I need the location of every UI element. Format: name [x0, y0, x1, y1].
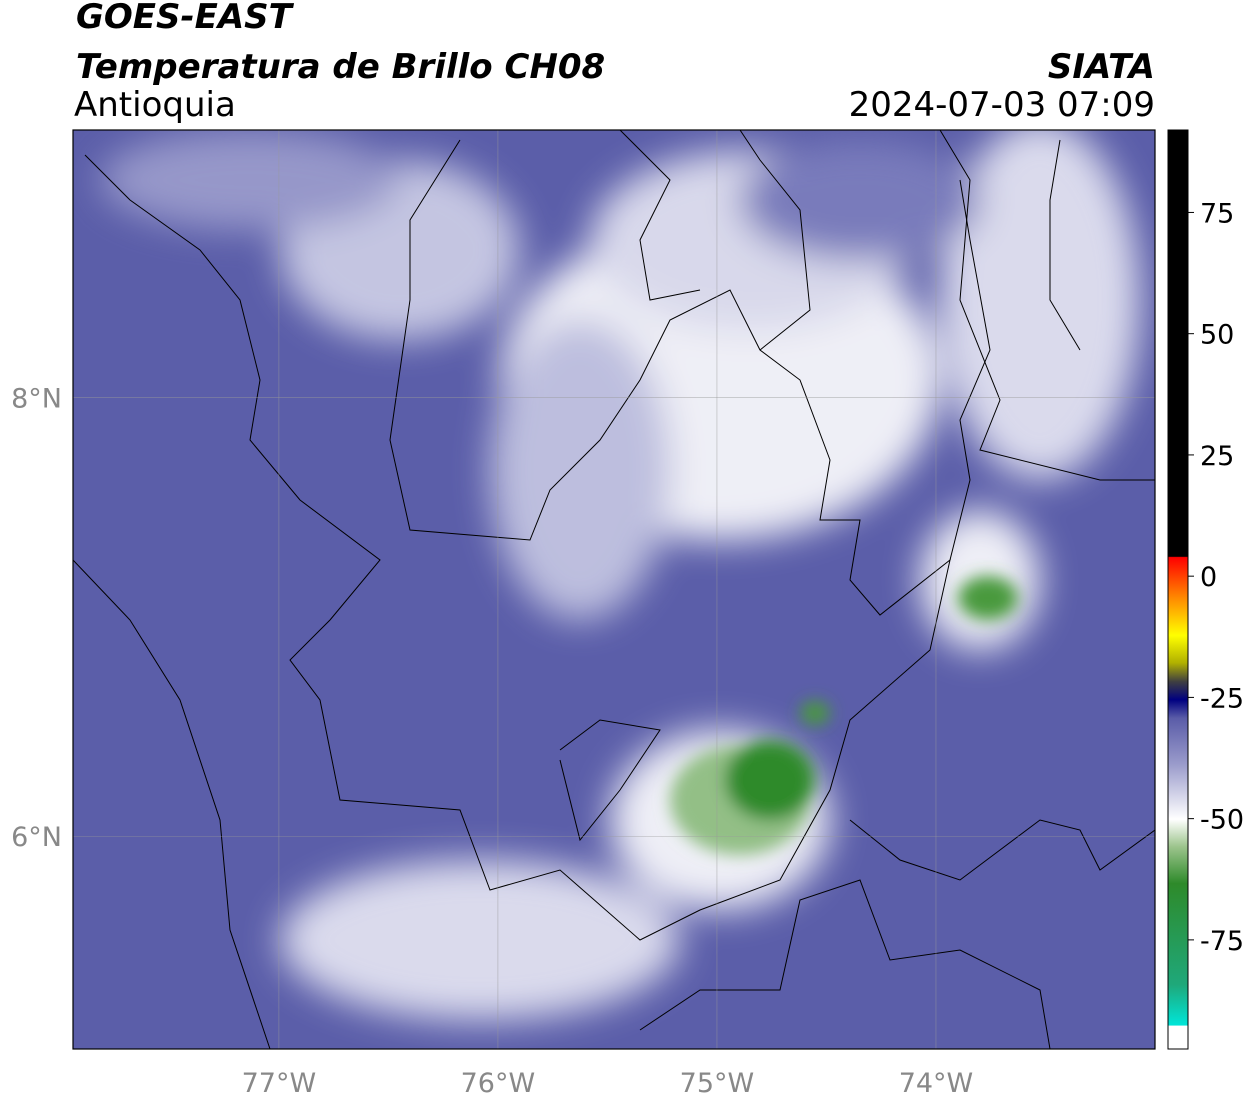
colorbar-tick-label: 0 — [1200, 562, 1217, 593]
lon-tick-label: 76°W — [461, 1068, 536, 1099]
datetime: 2024-07-03 07:09 — [849, 85, 1155, 125]
colorbar-tick-label: -75 — [1200, 926, 1244, 957]
map-image — [73, 130, 1155, 1049]
grid — [73, 130, 1155, 1049]
map-frame — [72, 129, 1156, 1050]
source: SIATA — [1048, 47, 1155, 87]
subtitle: Temperatura de Brillo CH08 — [76, 47, 605, 87]
lon-tick-label: 75°W — [680, 1068, 755, 1099]
colorbar-tick-label: 50 — [1200, 320, 1234, 351]
colorbar-tick-label: 75 — [1200, 198, 1234, 229]
colorbar-tick-label: -25 — [1200, 683, 1244, 714]
lon-tick-label: 74°W — [899, 1068, 974, 1099]
region: Antioquia — [74, 85, 236, 125]
colorbar — [1167, 129, 1189, 1050]
colorbar-tick-label: -50 — [1200, 805, 1244, 836]
title: GOES-EAST — [76, 0, 295, 37]
lat-tick-label: 8°N — [11, 384, 62, 415]
lat-tick-label: 6°N — [11, 822, 62, 853]
colorbar-tick-label: 25 — [1200, 441, 1234, 472]
lon-tick-label: 77°W — [242, 1068, 317, 1099]
